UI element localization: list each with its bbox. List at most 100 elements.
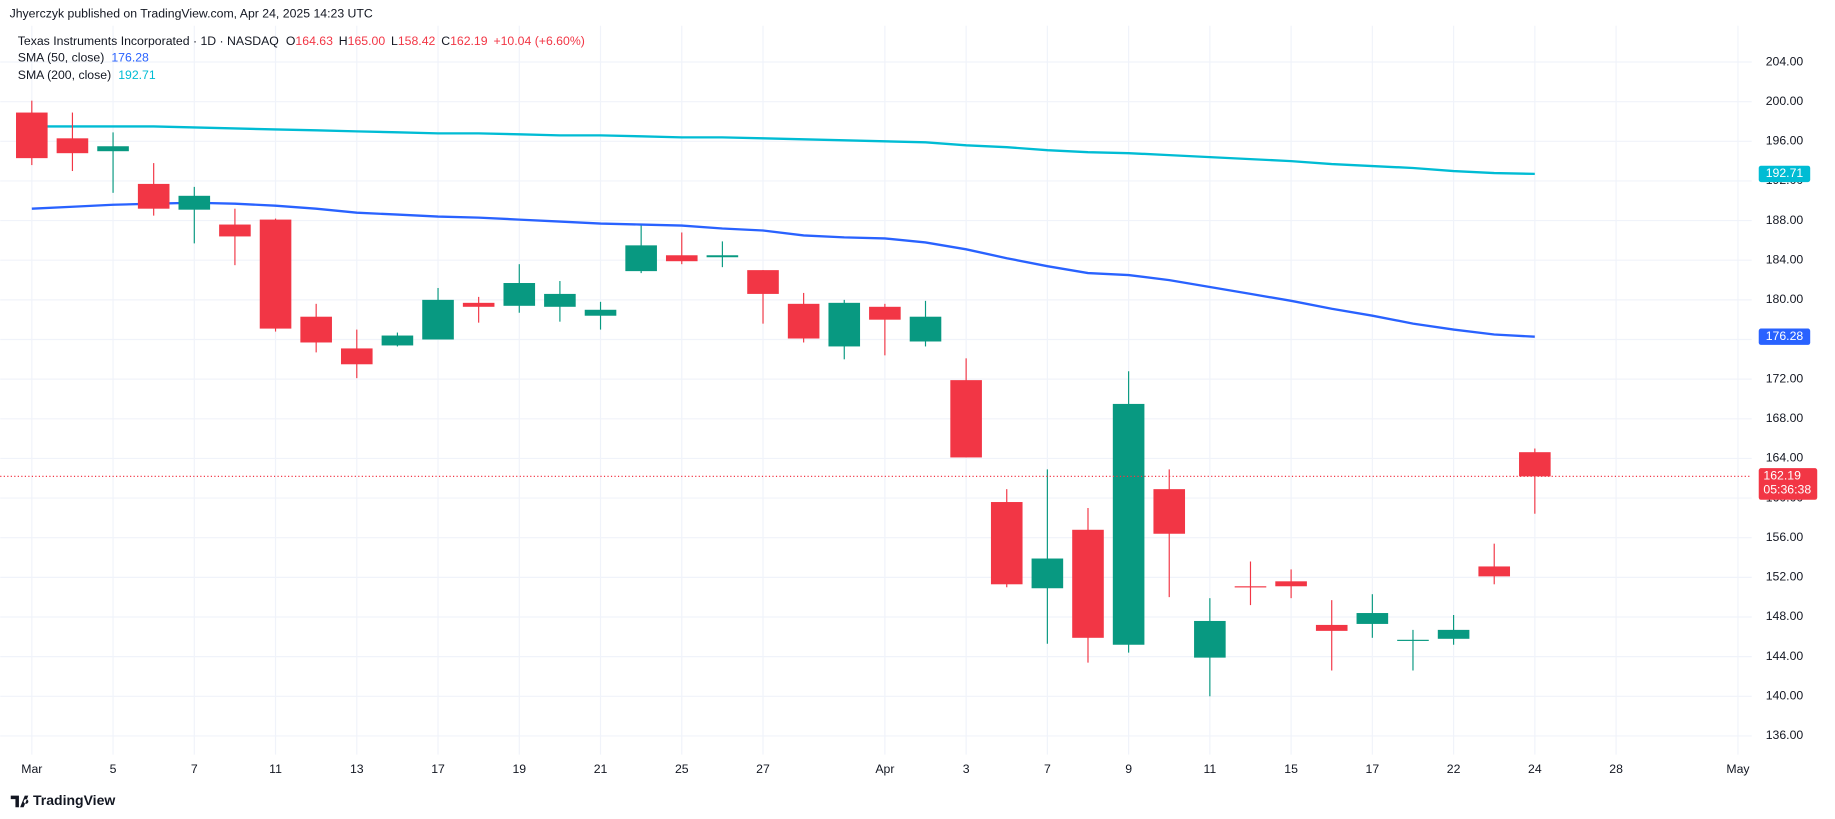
ohlc-key: L [391,34,398,48]
y-tick-label: 172.00 [1766,371,1804,385]
y-tick-label: 152.00 [1766,570,1804,584]
footer-brand: TradingView [33,792,115,808]
candle-body [1397,639,1429,641]
y-tick-label: 148.00 [1766,609,1804,623]
x-tick-label: 7 [1044,762,1051,776]
y-tick-label: 200.00 [1766,94,1804,108]
x-tick-label: 11 [269,762,282,776]
x-tick-label: 5 [110,762,117,776]
grid [0,25,1752,755]
x-tick-label: 15 [1284,762,1298,776]
candle-body [544,293,576,307]
y-tick-label: 196.00 [1766,134,1804,148]
candle-body [869,306,901,320]
indicator-legend: SMA (50, close) 176.28 [18,51,149,65]
candle-body [706,255,739,258]
ohlc-value: 165.00 [348,34,386,48]
ohlc-value: 162.19 [450,34,488,48]
candle-body [422,299,454,340]
axis-value-box [1758,165,1811,183]
change: +10.04 (+6.60%) [493,34,584,48]
x-tick-label: 11 [1203,762,1216,776]
candle-body [300,316,332,343]
candle-body [828,302,861,347]
candle-body [1275,581,1307,587]
x-tick-label: 13 [350,762,364,776]
sma-line [31,201,1535,338]
x-tick-label: 3 [963,762,970,776]
x-tick-label: 24 [1528,762,1542,776]
candle-body [1072,529,1104,638]
countdown: 05:36:38 [1763,483,1811,497]
candle-body [1519,452,1551,477]
sma-line [31,125,1535,176]
x-tick-label: 17 [431,762,445,776]
candle-body [56,138,89,154]
y-tick-label: 136.00 [1766,728,1804,742]
x-tick-label: Apr [875,762,894,776]
publisher: Jhyerczyk published on TradingView.com, … [10,6,373,20]
axis-value-label: 192.71 [1766,166,1804,180]
indicator-legend: SMA (200, close) 192.71 [18,68,156,82]
y-tick-label: 168.00 [1766,411,1804,425]
x-tick-label: 21 [594,762,608,776]
candle-body [178,195,211,210]
candle-body [950,380,982,458]
indicator-name: SMA (50, close) [18,51,105,65]
indicator-name: SMA (200, close) [18,68,111,82]
candle-body [909,316,942,342]
y-tick-label: 144.00 [1766,649,1804,663]
ohlc-key: C [441,34,450,48]
x-tick-label: May [1726,762,1750,776]
candle-body [1437,629,1470,639]
candle-body [1194,620,1226,658]
x-tick-label: 25 [675,762,689,776]
ohlc-key: O [286,34,296,48]
x-tick-label: 9 [1125,762,1132,776]
candle-body [625,245,657,272]
candle-body [584,309,617,316]
x-tick-label: 22 [1447,762,1461,776]
ohlc-value: 158.42 [398,34,436,48]
candle-body [259,219,292,329]
candle-body [747,270,779,294]
axis-value-label: 176.28 [1766,329,1804,343]
candle-body [381,335,414,346]
indicator-value: 176.28 [111,51,149,65]
axis-value-box [1758,328,1811,345]
y-tick-label: 164.00 [1766,451,1804,465]
x-tick-label: 17 [1366,762,1380,776]
y-tick-label: 140.00 [1766,689,1804,703]
y-tick-label: 188.00 [1766,213,1804,227]
x-tick-label: Mar [21,762,42,776]
candle-body [503,283,536,306]
x-tick-label: 19 [512,762,526,776]
candle-body [219,224,251,237]
x-tick-label: 27 [756,762,770,776]
indicator-value: 192.71 [118,68,156,82]
candle-body [665,255,698,262]
logo-mark [10,795,29,808]
y-tick-label: 184.00 [1766,252,1804,266]
ohlc-key: H [339,34,348,48]
y-tick-label: 204.00 [1766,54,1804,68]
x-tick-label: 7 [191,762,198,776]
y-tick-label: 156.00 [1766,530,1804,544]
y-tick-label: 180.00 [1766,292,1804,306]
candle-body [1112,403,1145,645]
price-label: 162.19 [1763,469,1801,483]
candle-body [137,183,170,209]
candle-body [1356,613,1389,624]
candle-body [1031,558,1064,589]
candle-body [97,146,129,152]
candle-body [1478,566,1511,577]
symbol-title: Texas Instruments Incorporated · 1D · NA… [18,34,279,48]
logo: TradingView [10,792,115,808]
legend-title: Texas Instruments Incorporated · 1D · NA… [18,34,585,48]
candle-body [1153,489,1186,534]
candle-body [1315,624,1348,631]
candle-body [462,302,495,307]
candle-body [1234,586,1267,588]
